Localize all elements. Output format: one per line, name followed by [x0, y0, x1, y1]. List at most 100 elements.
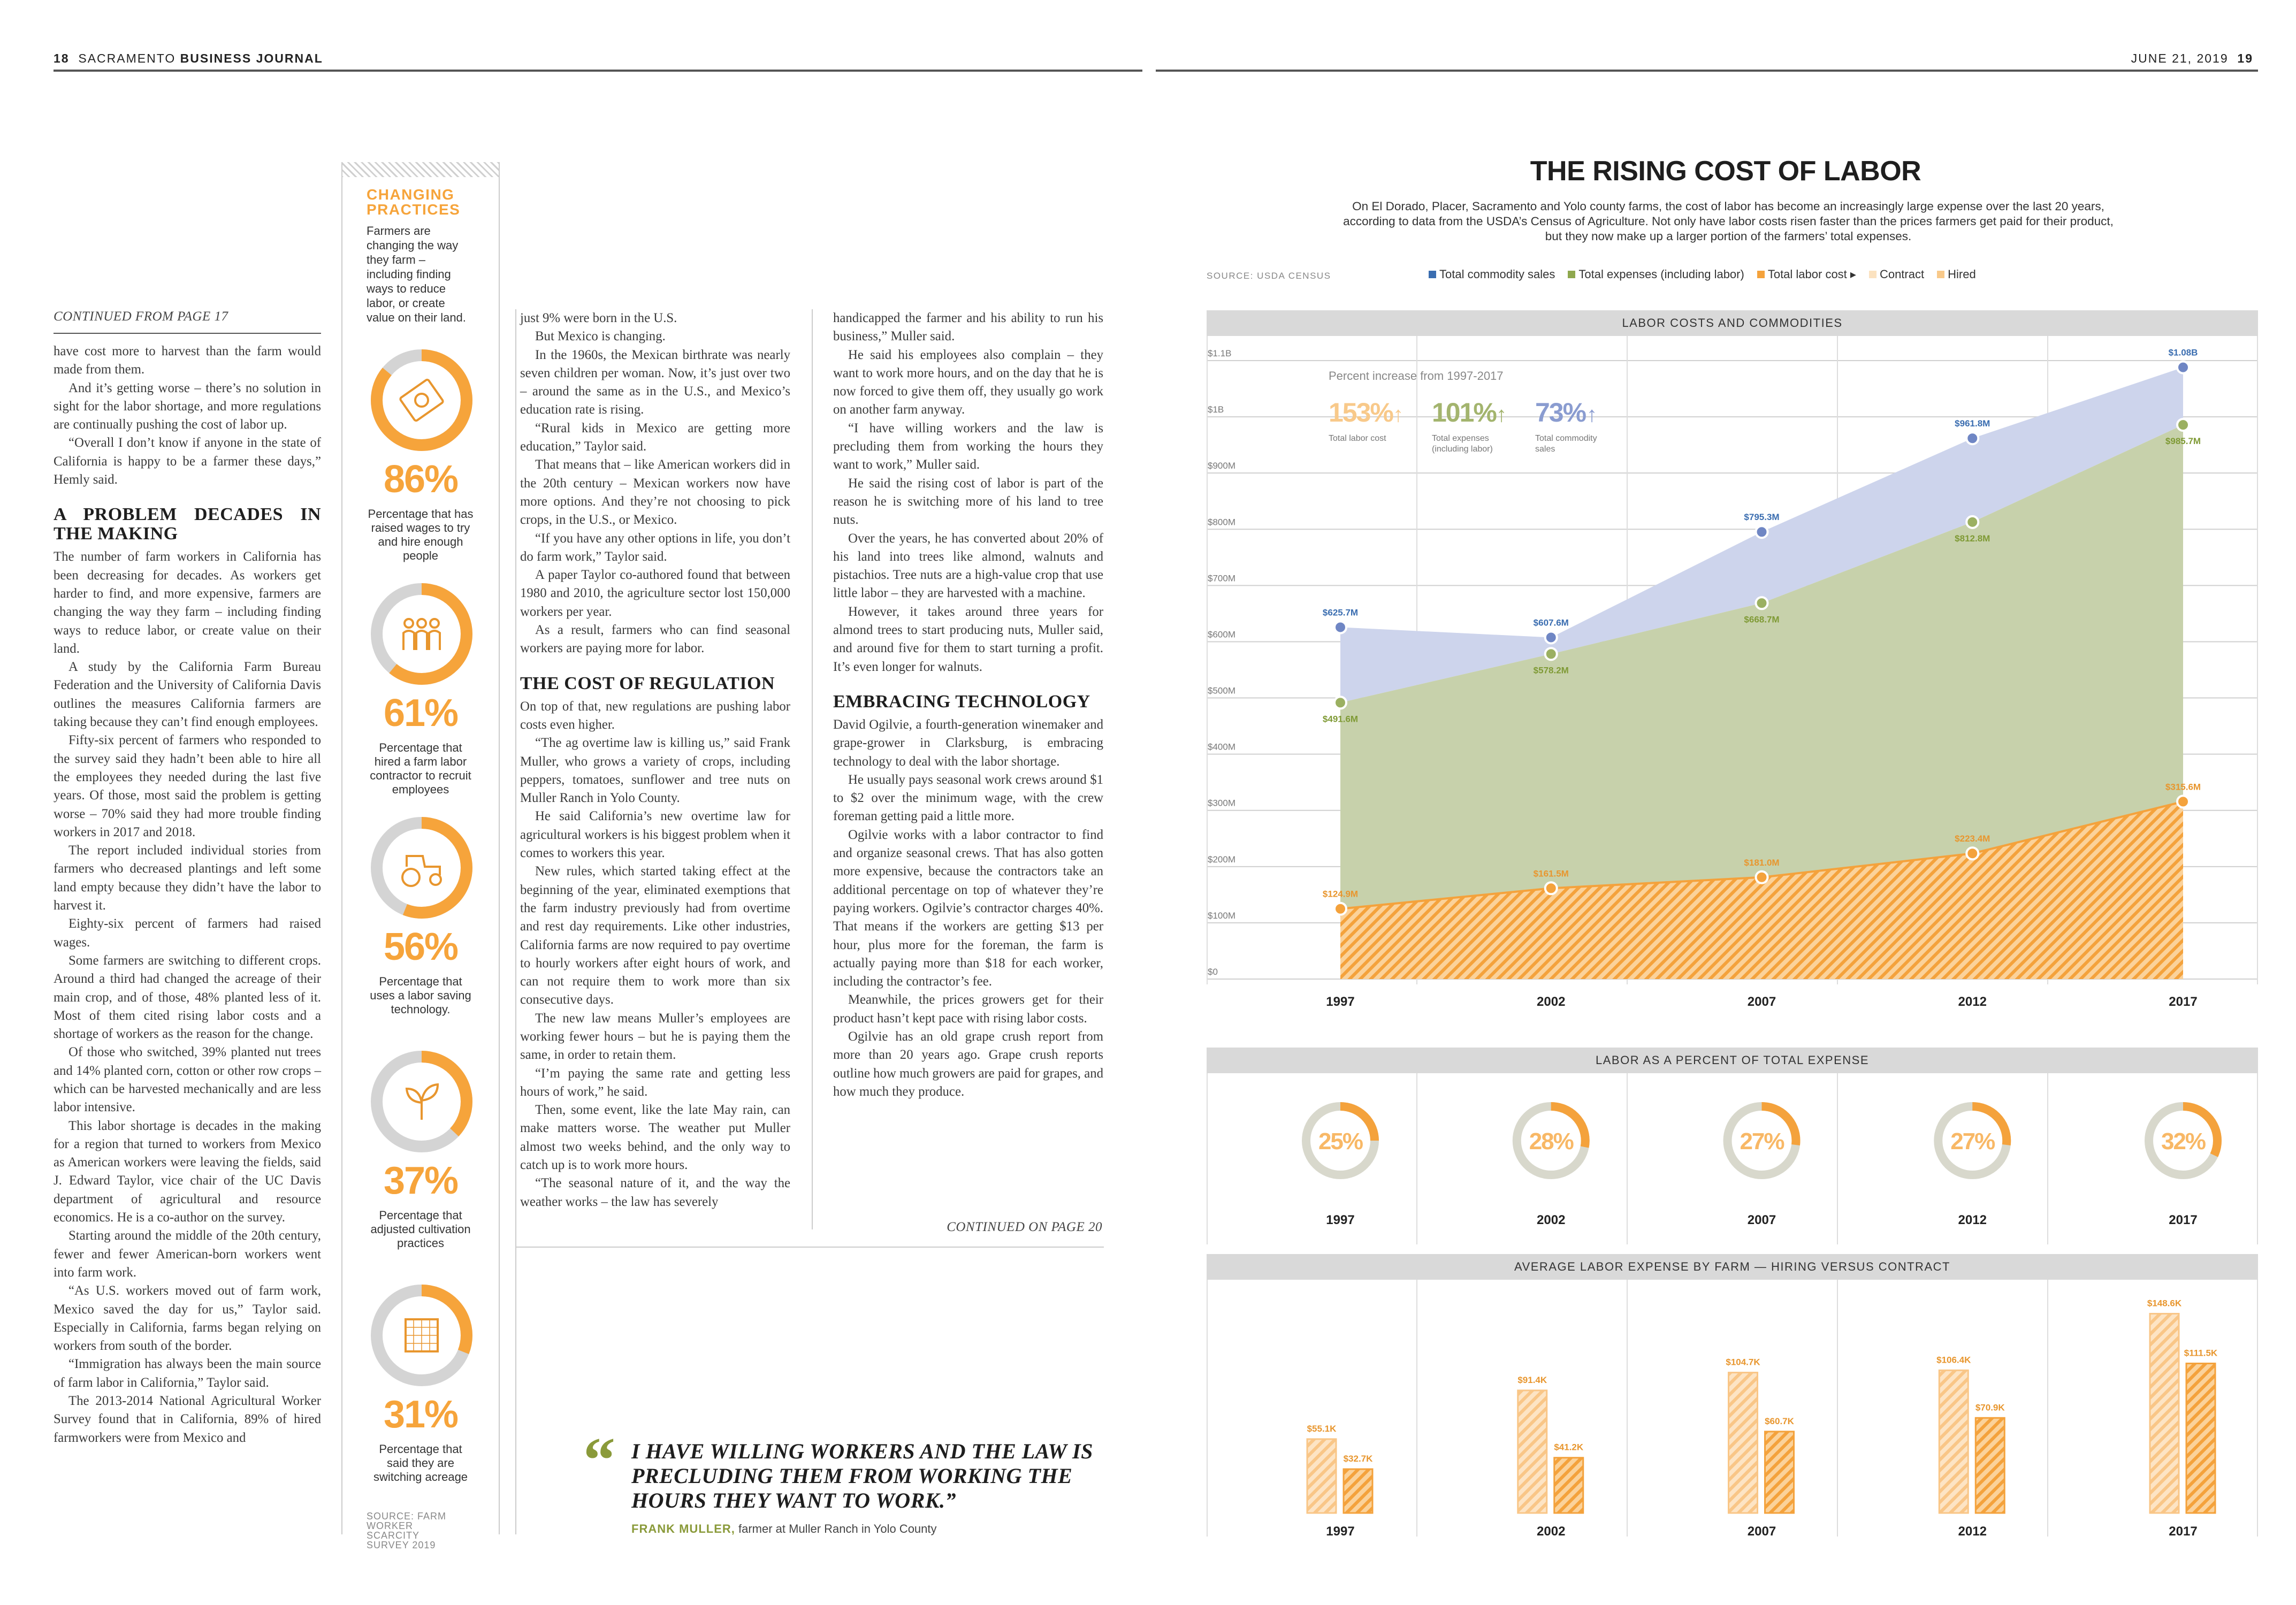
- pull-quote-role: farmer at Muller Ranch in Yolo County: [735, 1522, 937, 1535]
- sprout-icon: [405, 1083, 439, 1120]
- data-label: $668.7M: [1744, 614, 1779, 624]
- stat-percent: 31%: [383, 1393, 459, 1436]
- legend-item: Total expenses (including labor): [1568, 268, 1744, 281]
- hiring-vs-contract-bar-chart: $55.1K $32.7K 1997 $91.4K $41.2K 2002 $104.7K $…: [1207, 1280, 2258, 1539]
- donut-label: 25%: [1318, 1128, 1363, 1155]
- bar-contract: [1342, 1468, 1374, 1514]
- field-grid-icon: [405, 1318, 439, 1352]
- header-rule-left: [54, 70, 1142, 72]
- changing-practices-sidebar: [341, 162, 500, 1534]
- x-tick-label: 2017: [2169, 1213, 2197, 1227]
- paragraph: A paper Taylor co-authored found that be…: [520, 568, 790, 619]
- data-label: $607.6M: [1534, 617, 1569, 628]
- stat-ring: [369, 348, 474, 453]
- page-number-left: 18: [54, 51, 70, 65]
- ring-value: [371, 1285, 472, 1386]
- x-tick-label: 1997: [1326, 1213, 1354, 1227]
- y-tick-label: $200M: [1208, 854, 1235, 865]
- pull-quote-citation: FRANK MULLER, farmer at Muller Ranch in …: [631, 1522, 1113, 1536]
- paragraph: Of those who switched, 39% planted nut t…: [54, 1045, 321, 1115]
- paragraph: “As U.S. workers moved out of farm work,…: [54, 1283, 321, 1354]
- data-label: $491.6M: [1323, 714, 1358, 724]
- band-labor-costs: LABOR COSTS AND COMMODITIES: [1207, 310, 2258, 336]
- paragraph: “I’m paying the same rate and getting le…: [520, 1066, 790, 1099]
- data-point: [2176, 794, 2190, 809]
- paragraph: Over the years, he has converted about 2…: [833, 531, 1103, 601]
- legend-item: Contract: [1868, 268, 1925, 281]
- data-label: $181.0M: [1744, 858, 1779, 868]
- bar-label: $106.4K: [1936, 1355, 1971, 1365]
- ring-value: [371, 817, 472, 919]
- stat-label: Percentage that said they are switching …: [373, 1442, 468, 1484]
- labor-area: [1340, 801, 2183, 979]
- data-point: [1544, 881, 1558, 896]
- publication-name-bold: BUSINESS JOURNAL: [180, 51, 323, 65]
- bar-hired: [1728, 1372, 1758, 1514]
- x-tick-label: 2007: [1748, 1213, 1776, 1227]
- bar-label: $60.7K: [1765, 1416, 1795, 1426]
- x-tick-label: 2017: [2169, 995, 2197, 1009]
- bar-label: $32.7K: [1344, 1454, 1374, 1464]
- paragraph: “Rural kids in Mexico are getting more e…: [520, 421, 790, 454]
- y-tick-label: $1.1B: [1208, 348, 1231, 358]
- x-tick-label: 2017: [2169, 1524, 2197, 1539]
- paragraph: He usually pays seasonal work crews arou…: [833, 772, 1103, 824]
- y-tick-label: $800M: [1208, 517, 1235, 527]
- paragraph: This labor shortage is decades in the ma…: [54, 1118, 321, 1225]
- ring-value: [371, 349, 472, 451]
- pull-quote-text: I HAVE WILLING WORKERS AND THE LAW IS PR…: [631, 1439, 1093, 1512]
- legend-label: Contract: [1879, 268, 1925, 281]
- paragraph: “The seasonal nature of it, and the way …: [520, 1176, 790, 1209]
- bar-hired: [1306, 1438, 1337, 1514]
- donut-label: 27%: [1950, 1128, 1995, 1155]
- pull-quote-name: FRANK MULLER,: [631, 1522, 735, 1535]
- data-point: [2176, 360, 2190, 374]
- paragraph: Starting around the middle of the 20th c…: [54, 1228, 321, 1280]
- y-tick-label: $1B: [1208, 404, 1224, 415]
- paragraph: He said California’s new overtime law fo…: [520, 809, 790, 861]
- sidebar-hatch: [341, 162, 500, 177]
- continued-on: CONTINUED ON PAGE 20: [947, 1220, 1102, 1234]
- x-tick-label: 2012: [1958, 1524, 1987, 1539]
- paragraph: “If you have any other options in life, …: [520, 531, 790, 564]
- paragraph: On top of that, new regulations are push…: [520, 699, 790, 732]
- paragraph: New rules, which started taking effect a…: [520, 864, 790, 1007]
- paragraph: “The ag overtime law is killing us,” sai…: [520, 736, 790, 806]
- x-tick-label: 2002: [1537, 1213, 1565, 1227]
- paragraph: But Mexico is changing.: [535, 329, 666, 344]
- x-tick-label: 2007: [1748, 1524, 1776, 1539]
- legend-swatch: [1757, 271, 1765, 278]
- x-tick-label: 2002: [1537, 1524, 1565, 1539]
- donut-value: [1723, 1102, 1801, 1179]
- paragraph: Fifty-six percent of farmers who respond…: [54, 733, 321, 839]
- data-point: [1965, 515, 1980, 529]
- donut-label: 28%: [1529, 1128, 1574, 1155]
- legend-item: Total commodity sales: [1429, 268, 1555, 281]
- ring-value: [371, 583, 472, 685]
- sidebar-source: SOURCE: FARM WORKER SCARCITY SURVEY 2019: [367, 1511, 447, 1550]
- bar-contract: [2185, 1363, 2216, 1514]
- bar-label: $91.4K: [1517, 1375, 1547, 1385]
- paragraph: A study by the California Farm Bureau Fe…: [54, 660, 321, 730]
- paragraph: Ogilvie works with a labor contractor to…: [833, 827, 1103, 989]
- x-tick-label: 1997: [1326, 995, 1354, 1009]
- data-point: [1965, 846, 1980, 861]
- quote-mark: “: [583, 1424, 615, 1495]
- stat-ring: [369, 582, 474, 686]
- legend-item: Total labor cost ▸: [1757, 268, 1856, 281]
- paragraph: handicapped the farmer and his ability t…: [833, 311, 1103, 344]
- running-head-right: JUNE 21, 2019 19: [2131, 51, 2253, 66]
- band-hiring-vs-contract: AVERAGE LABOR EXPENSE BY FARM — HIRING V…: [1207, 1254, 2258, 1280]
- sidebar-right-rule: [515, 309, 516, 1534]
- sidebar-intro: Farmers are changing the way they farm –…: [367, 224, 466, 324]
- bar-hired: [2149, 1313, 2180, 1514]
- paragraph: “Overall I don’t know if anyone in the s…: [54, 435, 321, 487]
- running-head-left: 18 SACRAMENTO BUSINESS JOURNAL: [54, 51, 323, 66]
- y-tick-label: $900M: [1208, 461, 1235, 471]
- stat-percent: 56%: [383, 926, 459, 968]
- stat-label: Percentage that uses a labor saving tech…: [370, 975, 471, 1016]
- stat-label: Percentage that hired a farm labor contr…: [370, 741, 471, 796]
- bar-hired: [1938, 1369, 1969, 1514]
- page-number-right: 19: [2237, 51, 2253, 65]
- data-point: [1333, 901, 1347, 916]
